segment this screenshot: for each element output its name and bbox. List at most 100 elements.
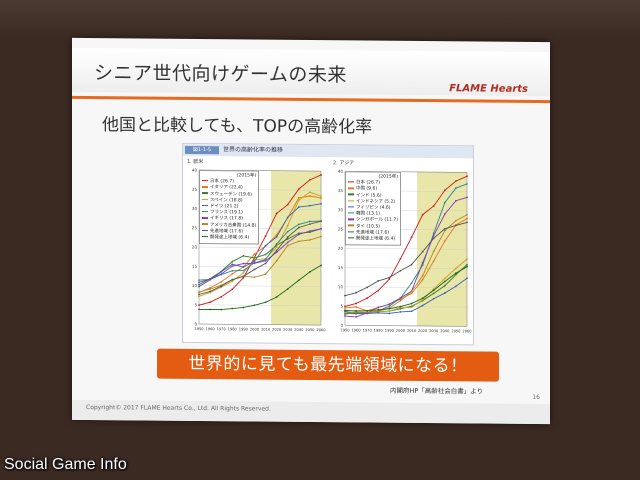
data-point [309,204,311,207]
data-point [388,303,391,306]
data-point [466,175,468,178]
data-point [399,305,402,308]
data-point [377,289,380,292]
series-line [198,203,322,288]
series-line [199,265,322,311]
data-point [198,308,200,311]
panel-label-asia: 2. アジア [333,160,355,167]
x-tick-label: 1960 [206,327,216,331]
legend-swatch [348,224,354,227]
data-point [399,297,402,299]
data-point [275,246,278,248]
x-tick-label: 1990 [385,329,395,333]
data-point [355,306,357,308]
legend-label: 中国 (9.6) [356,186,378,192]
legend-swatch [348,218,354,221]
x-tick-label: 2050 [305,328,315,332]
y-tick-label: 40 [338,169,344,174]
data-point [455,224,457,227]
data-point [410,306,413,309]
data-point [410,290,413,293]
data-point [264,253,267,256]
data-point [410,292,413,295]
data-point [253,304,256,307]
data-point [275,212,278,215]
data-point [410,282,413,285]
data-point [253,253,256,255]
series-line [198,220,322,295]
data-point [209,278,211,280]
legend-label: ドイツ (21.2) [210,204,239,210]
data-point [455,199,457,202]
data-point [466,258,468,260]
plot-frame [198,169,322,326]
data-point [286,238,289,240]
data-point [297,226,300,229]
series-line [198,236,322,293]
data-point [410,263,413,266]
data-point [242,271,245,274]
series-line [198,195,322,293]
x-tick-label: 2050 [451,329,461,333]
y-tick-label: 30 [338,207,344,212]
data-point [355,309,357,312]
source-note: 内閣府HP「高齢社会白書」より [390,386,484,396]
data-point [355,302,357,305]
data-point [309,230,311,232]
legend-swatch [202,204,208,207]
data-point [355,311,357,314]
data-point [286,244,289,247]
data-point [231,269,234,272]
x-tick-label: 2030 [429,329,439,333]
legend-label: イギリス (17.8) [210,216,243,222]
legend-label: 先進地域 (17.6) [210,228,243,235]
legend-label: スペイン (18.8) [210,197,243,204]
x-tick-label: 2060 [316,328,326,332]
data-point [388,307,391,310]
data-point [388,305,391,307]
data-point [432,232,435,235]
x-tick-label: 2040 [440,329,450,333]
data-point [443,229,446,232]
data-point [344,312,346,314]
data-point [286,236,289,238]
series-line [344,221,468,297]
data-point [242,262,245,265]
data-point [275,236,278,238]
legend-swatch [348,212,354,214]
series-line [344,196,468,318]
data-point [443,292,446,294]
y-tick-label: 20 [192,244,198,249]
data-point [264,244,267,247]
data-point [309,223,311,226]
data-point [320,235,322,238]
data-point [231,278,234,281]
data-point [432,297,435,300]
data-point [198,279,200,282]
data-point [421,278,424,281]
data-point [399,257,402,260]
data-point [264,259,267,262]
data-point [275,249,278,252]
x-tick-label: 2060 [462,329,472,333]
data-point [366,297,369,300]
headline-banner: 世界的に見ても最先端領域になる！ [157,348,499,382]
data-point [455,272,457,275]
y-tick-label: 30 [192,206,198,211]
legend-swatch [202,180,208,182]
x-tick-label: 1980 [228,327,238,331]
data-point [309,195,311,197]
data-point [344,309,346,312]
data-point [366,309,369,312]
data-point [297,199,300,202]
y-tick-label: 15 [338,265,344,270]
data-point [231,260,234,263]
data-point [443,280,446,283]
data-point [264,262,267,265]
data-point [410,302,413,305]
data-point [209,308,211,311]
legend-entry: 開発途上地域 (6.4) [202,235,256,242]
legend-west: (2015年) 日本 (26.7) イタリア (22.4) スウェーデン (19.6)… [199,170,260,245]
data-point [309,191,311,194]
data-point [366,286,369,289]
